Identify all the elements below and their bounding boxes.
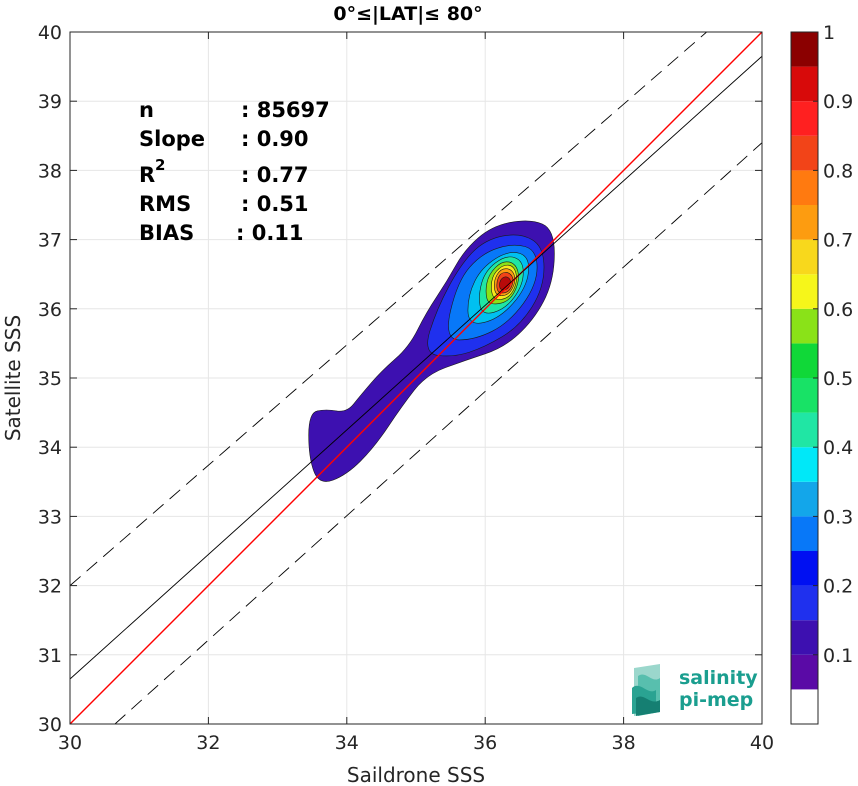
- stat-rms-label: RMS: [139, 192, 191, 216]
- stat-n-label: n: [139, 98, 154, 122]
- stat-bias-label: BIAS: [139, 221, 194, 245]
- colorbar-tick-label: 0.2: [823, 576, 853, 598]
- colorbar-band: [791, 135, 818, 171]
- stat-r2-label: R: [139, 163, 155, 187]
- colorbar-band: [791, 551, 818, 586]
- x-tick-label: 38: [612, 732, 636, 754]
- colorbar-band: [791, 447, 818, 482]
- colorbar-tick-label: 0.9: [823, 91, 853, 113]
- colorbar-band: [791, 170, 818, 205]
- x-tick-label: 40: [750, 732, 774, 754]
- colorbar-band: [791, 585, 818, 621]
- y-tick-label: 38: [38, 160, 62, 182]
- colorbar-tick-label: 1: [823, 22, 835, 44]
- colorbar-band: [791, 654, 818, 690]
- colorbar-band: [791, 274, 818, 309]
- colorbar-band: [791, 205, 818, 240]
- y-axis: 30 31 32 33 34 35 36 37 38 39 40: [38, 22, 762, 736]
- x-axis-label: Saildrone SSS: [347, 763, 485, 786]
- y-tick-label: 34: [38, 437, 62, 459]
- x-tick-label: 30: [58, 732, 82, 754]
- colorbar-tick-label: 0.5: [823, 368, 853, 390]
- x-tick-label: 32: [196, 732, 220, 754]
- colorbar-band: [791, 308, 818, 344]
- salinity-pi-mep-logo: salinity pi-mep: [632, 664, 758, 716]
- colorbar: [790, 31, 819, 725]
- grid: [69, 31, 763, 725]
- colorbar-band: [791, 32, 818, 67]
- y-tick-label: 30: [38, 714, 62, 736]
- density-contours: [308, 220, 555, 482]
- colorbar-band: [791, 343, 818, 378]
- stat-r2-sup: 2: [155, 156, 165, 174]
- stats-box: n : 85697 Slope : 0.90 R 2 : 0.77 RMS : …: [139, 98, 330, 245]
- colorbar-band: [791, 378, 818, 413]
- colorbar-band: [791, 239, 818, 275]
- chart-title: 0°≤|LAT|≤ 80°: [333, 3, 482, 25]
- stat-r2-value: : 0.77: [241, 163, 309, 187]
- upper-bound-line: [70, 32, 707, 586]
- colorbar-axis: 0.1 0.2 0.3 0.4 0.5 0.6 0.7 0.8 0.9 1: [813, 22, 853, 667]
- y-tick-label: 40: [38, 22, 62, 44]
- colorbar-band: [791, 412, 818, 448]
- colorbar-band: [791, 620, 818, 655]
- logo-line1: salinity: [679, 667, 758, 689]
- colorbar-band: [791, 689, 818, 724]
- stat-slope-value: : 0.90: [241, 127, 309, 151]
- reference-lines: [70, 32, 762, 724]
- y-tick-label: 32: [38, 576, 62, 598]
- x-tick-label: 34: [335, 732, 359, 754]
- colorbar-band: [791, 66, 818, 102]
- y-tick-label: 33: [38, 506, 62, 528]
- stat-bias-value: : 0.11: [236, 221, 304, 245]
- colorbar-tick-label: 0.7: [823, 230, 853, 252]
- colorbar-tick-label: 0.4: [823, 437, 853, 459]
- regression-line: [70, 55, 762, 680]
- wave-logo-icon: [632, 664, 660, 716]
- colorbar-tick-label: 0.8: [823, 160, 853, 182]
- colorbar-tick-label: 0.6: [823, 299, 853, 321]
- colorbar-tick-label: 0.1: [823, 645, 853, 667]
- logo-line2: pi-mep: [679, 689, 753, 711]
- colorbar-band: [791, 481, 818, 517]
- y-axis-label: Satellite SSS: [1, 315, 25, 441]
- y-tick-label: 31: [38, 645, 62, 667]
- colorbar-band: [791, 516, 818, 551]
- stat-n-value: : 85697: [241, 98, 330, 122]
- x-tick-label: 36: [473, 732, 497, 754]
- stat-rms-value: : 0.51: [241, 192, 309, 216]
- y-tick-label: 37: [38, 230, 62, 252]
- x-axis: 30 32 34 36 38 40: [58, 32, 774, 754]
- y-tick-label: 39: [38, 91, 62, 113]
- colorbar-band: [791, 101, 818, 136]
- stat-slope-label: Slope: [139, 127, 205, 151]
- y-tick-label: 35: [38, 368, 62, 390]
- lower-bound-line: [114, 142, 762, 724]
- y-tick-label: 36: [38, 299, 62, 321]
- colorbar-tick-label: 0.3: [823, 506, 853, 528]
- identity-line: [70, 32, 762, 724]
